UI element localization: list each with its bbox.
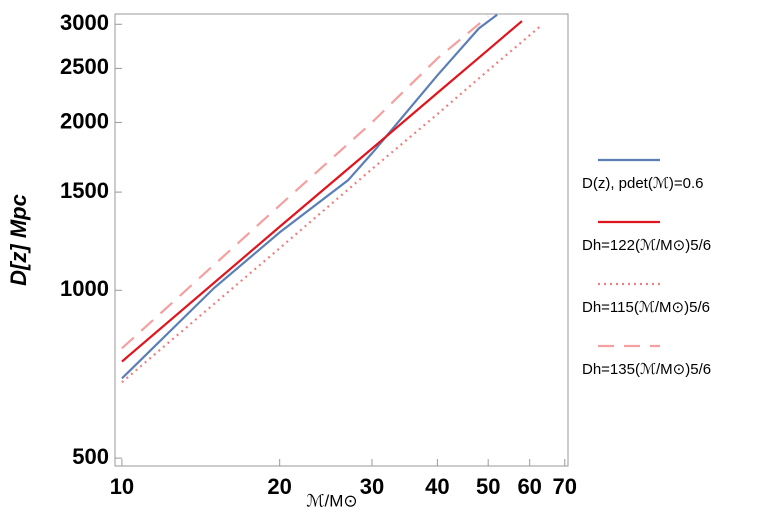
x-tick-label: 40	[425, 474, 449, 499]
y-tick-label: 500	[72, 444, 109, 469]
x-tick-label: 20	[267, 474, 291, 499]
x-tick-label: 50	[476, 474, 500, 499]
data-line	[121, 25, 542, 384]
y-axis-label: D[z] Mpc	[6, 194, 31, 286]
y-tick-label: 1000	[60, 276, 109, 301]
x-tick-label: 70	[553, 474, 577, 499]
legend-label: D(z), pdet(ℳ)=0.6	[582, 175, 704, 192]
y-tick-label: 1500	[60, 178, 109, 203]
x-tick-label: 30	[360, 474, 384, 499]
y-tick-label: 2000	[60, 108, 109, 133]
plot-frame	[114, 13, 569, 467]
legend-label: Dh=135(ℳ/M⊙)5/6	[582, 361, 711, 378]
legend-label: Dh=122(ℳ/M⊙)5/6	[582, 237, 711, 254]
y-tick-label: 2500	[60, 54, 109, 79]
data-line	[121, 14, 498, 380]
x-axis-label: ℳ/M⊙	[306, 491, 357, 510]
x-tick-label: 60	[517, 474, 541, 499]
data-line	[121, 20, 523, 363]
x-tick-label: 10	[110, 474, 134, 499]
y-tick-label: 3000	[60, 10, 109, 35]
data-line	[121, 15, 489, 350]
legend-label: Dh=115(ℳ/M⊙)5/6	[582, 299, 710, 316]
